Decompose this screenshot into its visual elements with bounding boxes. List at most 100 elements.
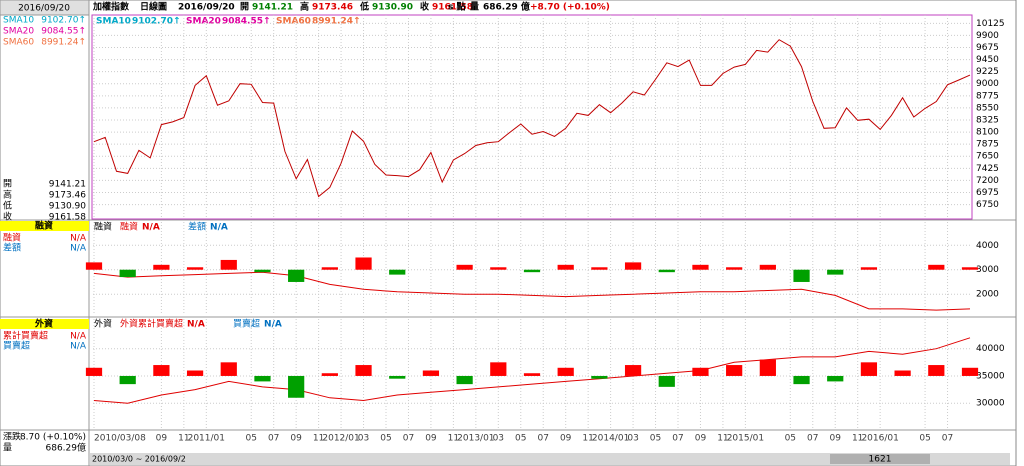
bar: [85, 367, 103, 376]
x-tick-label: 2012/01: [322, 434, 359, 444]
sma-label: SMA20: [3, 27, 34, 37]
x-tick-label: 07: [942, 434, 953, 444]
bar: [186, 267, 204, 270]
panel-row-value: N/A: [70, 332, 87, 342]
y-tick-label: 4000: [976, 241, 999, 251]
x-tick-label: 05: [515, 434, 526, 444]
ohlc-label: 高: [3, 189, 12, 201]
x-tick-label: 05: [785, 434, 796, 444]
legend-sma-name: SMA10: [96, 17, 131, 27]
bar: [523, 269, 541, 273]
bar: [793, 269, 810, 282]
bar: [186, 370, 204, 376]
panel-row-value: N/A: [70, 234, 87, 244]
x-tick-label: 11: [313, 434, 324, 444]
ohlc-value: 9141.21: [49, 180, 86, 190]
sma-value: 9102.70↑: [41, 16, 86, 26]
y-tick-label: 6975: [976, 188, 999, 198]
y-tick-label: 35000: [976, 371, 1005, 381]
bar: [692, 264, 709, 270]
header-text: 9130.90: [372, 3, 413, 13]
bar: [591, 267, 608, 270]
change-label: 漲跌: [3, 432, 21, 443]
bar: [557, 367, 574, 376]
bar: [894, 370, 911, 376]
volume-label: 量: [3, 443, 12, 454]
x-tick-label: 03: [627, 434, 638, 444]
legend-sma-value: 9102.70↑: [132, 17, 181, 27]
y-tick-label: 6750: [976, 200, 999, 210]
y-tick-label: 8550: [976, 103, 999, 113]
legend-value: N/A: [264, 320, 282, 330]
bar: [456, 375, 473, 385]
x-tick-label: 11: [852, 434, 863, 444]
y-tick-label: 30000: [976, 399, 1005, 409]
bar: [153, 264, 170, 270]
header-text: 高: [300, 1, 309, 13]
legend-value: N/A: [142, 223, 160, 233]
scroll-thumb[interactable]: [830, 454, 930, 464]
x-tick-label: 11: [582, 434, 593, 444]
legend-name: 差額: [188, 221, 206, 233]
x-tick-label: 11: [448, 434, 459, 444]
header-text: 9173.46: [312, 3, 353, 13]
scrollbar[interactable]: [90, 453, 1010, 465]
volume-value: 686.29億: [46, 442, 87, 454]
x-tick-label: 07: [268, 434, 279, 444]
y-tick-label: 9675: [976, 43, 999, 53]
x-tick-label: 07: [538, 434, 549, 444]
series-line: [93, 271, 971, 311]
change-value: 8.70 (+0.10%): [20, 433, 86, 443]
x-tick-label: 09: [290, 434, 302, 444]
bar: [726, 267, 743, 270]
x-tick-label: 09: [830, 434, 842, 444]
x-tick-label: 03: [493, 434, 504, 444]
panel3-title: 外資: [34, 318, 53, 330]
header-text: +8.70 (+0.10%): [530, 3, 610, 13]
bar: [220, 259, 237, 270]
panel3-header: [0, 319, 89, 329]
main-plot-frame: [91, 14, 973, 220]
y-tick-label: 7425: [976, 164, 999, 174]
bar: [759, 264, 776, 270]
x-tick-label: 2013/01: [457, 434, 494, 444]
sma-label: SMA10: [3, 16, 34, 26]
bar: [389, 269, 406, 275]
x-tick-label: 05: [650, 434, 661, 444]
header-text: 開: [240, 2, 249, 13]
ohlc-label: 收: [3, 211, 12, 223]
x-tick-label: 2014/01: [592, 434, 629, 444]
bar: [827, 269, 844, 275]
x-tick-label: 07: [672, 434, 683, 444]
y-tick-label: 9000: [976, 79, 999, 89]
x-tick-label: 09: [425, 434, 437, 444]
bar: [658, 375, 675, 387]
panel-row-value: N/A: [70, 342, 87, 352]
bar: [793, 375, 810, 385]
x-tick-label: 2010/03/08: [94, 434, 146, 444]
x-tick-label: 09: [560, 434, 572, 444]
y-tick-label: 2000: [976, 290, 999, 300]
header-text: 2016/09/20: [178, 3, 235, 13]
panel-row-value: N/A: [70, 244, 87, 254]
x-tick-label: 2015/01: [727, 434, 764, 444]
price-line: [93, 39, 971, 198]
bar: [624, 262, 642, 270]
series-line: [93, 337, 971, 404]
y-tick-label: 10125: [976, 19, 1005, 29]
x-tick-label: 05: [380, 434, 391, 444]
y-tick-label: 8100: [976, 128, 999, 138]
x-tick-label: 03: [358, 434, 369, 444]
bar: [288, 375, 305, 398]
header-text: 686.29 億: [483, 1, 530, 13]
panel-title: 融資: [94, 221, 112, 233]
bar: [456, 264, 473, 270]
legend-name: 外資累計買賣超: [120, 318, 183, 330]
bar: [389, 375, 406, 379]
x-tick-label: 05: [246, 434, 257, 444]
bar: [961, 367, 979, 376]
scroll-range: 2010/03/0 ~ 2016/09/2: [92, 455, 186, 464]
